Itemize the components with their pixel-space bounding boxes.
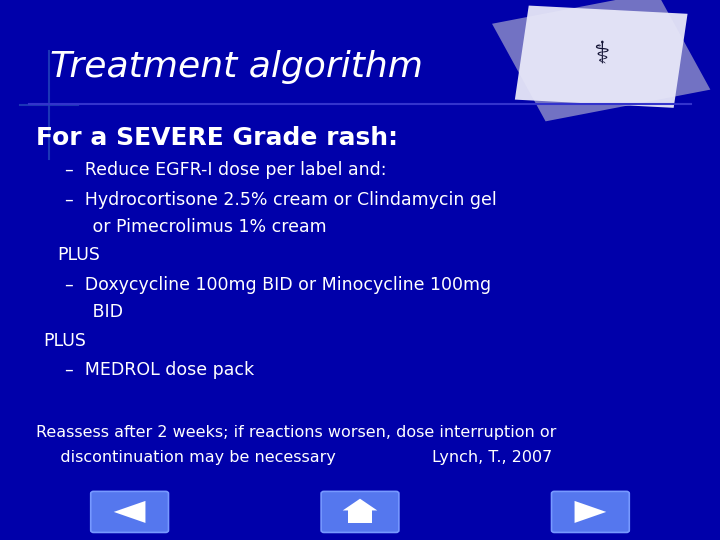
Polygon shape — [575, 501, 606, 523]
Text: –  MEDROL dose pack: – MEDROL dose pack — [65, 361, 254, 379]
Text: BID: BID — [76, 303, 122, 321]
Polygon shape — [114, 501, 145, 523]
Polygon shape — [515, 5, 688, 108]
Text: –  Hydrocortisone 2.5% cream or Clindamycin gel: – Hydrocortisone 2.5% cream or Clindamyc… — [65, 191, 497, 209]
Text: –  Doxycycline 100mg BID or Minocycline 100mg: – Doxycycline 100mg BID or Minocycline 1… — [65, 275, 491, 294]
Polygon shape — [492, 0, 711, 122]
Polygon shape — [343, 499, 377, 510]
Text: ⚕: ⚕ — [593, 39, 609, 69]
Text: PLUS: PLUS — [43, 332, 86, 350]
Text: Reassess after 2 weeks; if reactions worsen, dose interruption or: Reassess after 2 weeks; if reactions wor… — [36, 424, 557, 440]
FancyBboxPatch shape — [552, 491, 629, 532]
Text: For a SEVERE Grade rash:: For a SEVERE Grade rash: — [36, 126, 398, 150]
Text: Lynch, T., 2007: Lynch, T., 2007 — [432, 450, 552, 465]
Text: –  Reduce EGFR-I dose per label and:: – Reduce EGFR-I dose per label and: — [65, 161, 387, 179]
FancyBboxPatch shape — [321, 491, 399, 532]
Text: PLUS: PLUS — [58, 246, 101, 264]
Text: discontinuation may be necessary: discontinuation may be necessary — [45, 450, 336, 465]
Text: Treatment algorithm: Treatment algorithm — [50, 51, 423, 84]
Text: or Pimecrolimus 1% cream: or Pimecrolimus 1% cream — [76, 218, 326, 236]
FancyBboxPatch shape — [91, 491, 168, 532]
Bar — [348, 510, 372, 523]
